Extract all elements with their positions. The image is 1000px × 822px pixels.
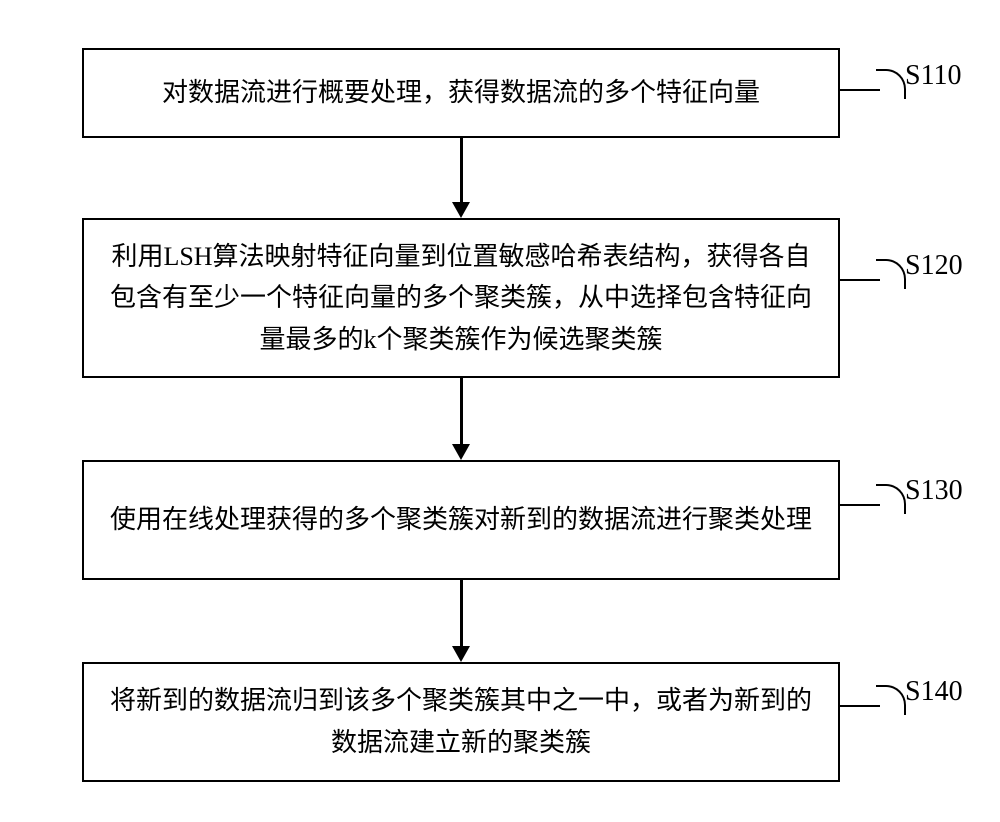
connector-line xyxy=(840,705,880,707)
step-label-s140: S140 xyxy=(905,676,963,708)
step-text: 将新到的数据流归到该多个聚类簇其中之一中，或者为新到的数据流建立新的聚类簇 xyxy=(104,680,818,763)
arrow-line xyxy=(460,580,463,646)
step-text: 对数据流进行概要处理，获得数据流的多个特征向量 xyxy=(162,72,760,114)
step-box-s120: 利用LSH算法映射特征向量到位置敏感哈希表结构，获得各自包含有至少一个特征向量的… xyxy=(82,218,840,378)
connector-curve xyxy=(876,69,906,99)
step-text: 利用LSH算法映射特征向量到位置敏感哈希表结构，获得各自包含有至少一个特征向量的… xyxy=(104,236,818,361)
step-box-s130: 使用在线处理获得的多个聚类簇对新到的数据流进行聚类处理 xyxy=(82,460,840,580)
connector-line xyxy=(840,279,880,281)
connector-curve xyxy=(876,259,906,289)
connector-line xyxy=(840,504,880,506)
connector-curve xyxy=(876,484,906,514)
step-label-s120: S120 xyxy=(905,250,963,282)
arrow-head xyxy=(452,202,470,218)
step-text: 使用在线处理获得的多个聚类簇对新到的数据流进行聚类处理 xyxy=(110,499,812,541)
step-label-s110: S110 xyxy=(905,60,962,92)
step-label-s130: S130 xyxy=(905,475,963,507)
step-box-s110: 对数据流进行概要处理，获得数据流的多个特征向量 xyxy=(82,48,840,138)
connector-curve xyxy=(876,685,906,715)
arrow-line xyxy=(460,378,463,444)
arrow-head xyxy=(452,646,470,662)
arrow-head xyxy=(452,444,470,460)
step-box-s140: 将新到的数据流归到该多个聚类簇其中之一中，或者为新到的数据流建立新的聚类簇 xyxy=(82,662,840,782)
arrow-line xyxy=(460,138,463,202)
connector-line xyxy=(840,89,880,91)
flowchart-canvas: 对数据流进行概要处理，获得数据流的多个特征向量 S110 利用LSH算法映射特征… xyxy=(0,0,1000,822)
